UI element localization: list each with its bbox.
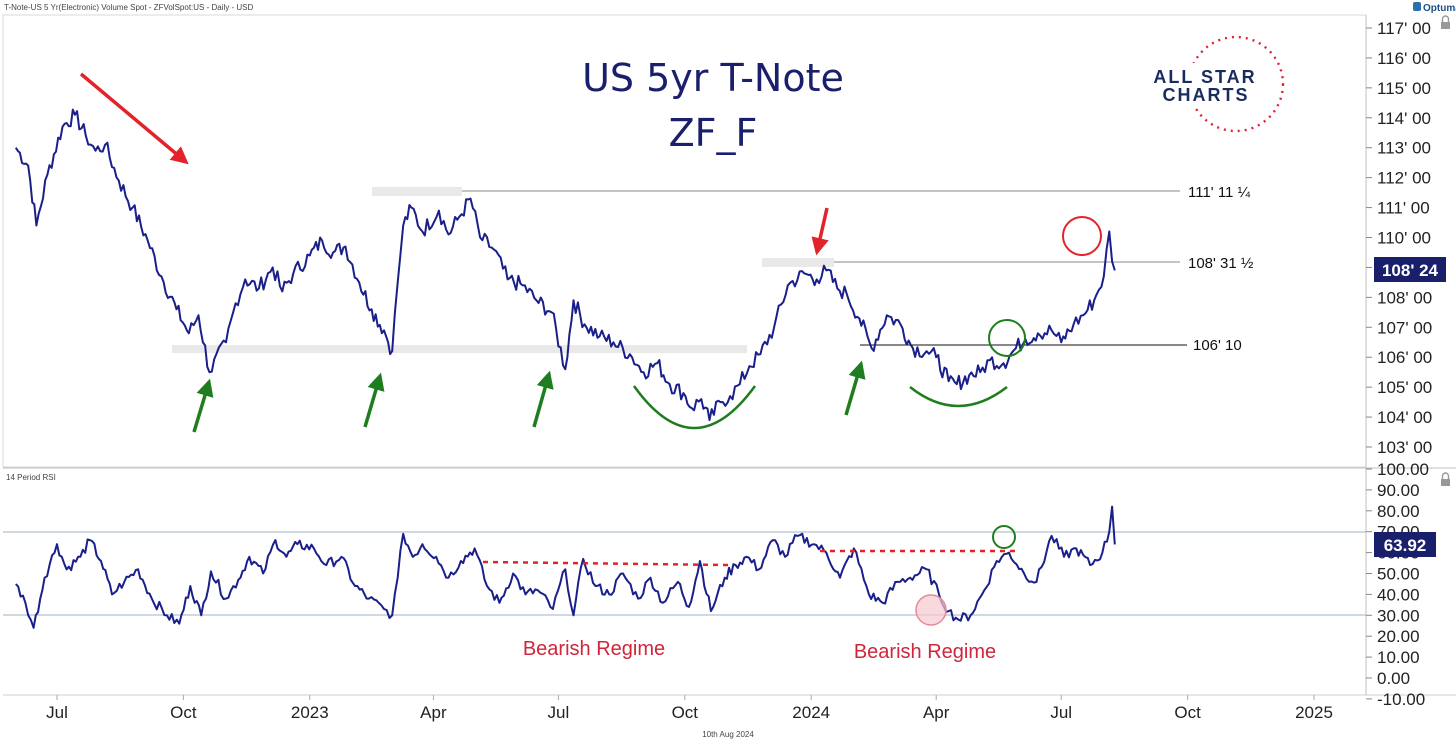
price-tick-label: 110' 00 bbox=[1377, 229, 1431, 248]
price-tick-label: 104' 00 bbox=[1377, 408, 1432, 427]
instrument-header: T-Note-US 5 Yr(Electronic) Volume Spot -… bbox=[4, 3, 253, 12]
support-zone-106 bbox=[172, 345, 747, 353]
level-label-106: 106' 10 bbox=[1193, 337, 1242, 354]
rsi-tick-label: 100.00 bbox=[1377, 460, 1429, 479]
price-tick-label: 113' 00 bbox=[1377, 139, 1431, 158]
x-tick-label: 2023 bbox=[291, 703, 329, 722]
downtrend-arrow bbox=[79, 72, 189, 165]
rsi-regime-line-1 bbox=[482, 560, 729, 567]
rsi-tick-label: 40.00 bbox=[1377, 585, 1420, 604]
footer-date: 10th Aug 2024 bbox=[702, 730, 754, 739]
breakout-circle bbox=[988, 319, 1026, 357]
x-axis: Jul Oct 2023 Apr Jul Oct 2024 Apr Jul Oct 2025 bbox=[46, 695, 1333, 722]
resistance-zone-109 bbox=[762, 258, 834, 267]
bearish-regime-label-2: Bearish Regime bbox=[854, 641, 996, 663]
rsi-tick-label: 50.00 bbox=[1377, 565, 1420, 584]
price-line bbox=[14, 108, 1116, 422]
price-series bbox=[14, 108, 1116, 422]
rsi-last-value-tag: 63.92 bbox=[1384, 536, 1427, 555]
price-tick-label: 103' 00 bbox=[1377, 438, 1432, 457]
price-tick-label: 114' 00 bbox=[1377, 109, 1431, 128]
rsi-last-value-tag-bg bbox=[1374, 532, 1436, 557]
price-tick-label: 111' 00 bbox=[1377, 199, 1430, 218]
level-label-109: 108' 31 ½ bbox=[1188, 255, 1254, 272]
logo-text-line2: CHARTS bbox=[1163, 85, 1250, 105]
x-tick-label: Apr bbox=[420, 703, 447, 722]
x-tick-label: Jul bbox=[1050, 703, 1072, 722]
rsi-tick-label: 10.00 bbox=[1377, 648, 1420, 667]
level-label-111: 111' 11 ¼ bbox=[1188, 184, 1251, 201]
rsi-panel-label: 14 Period RSI bbox=[6, 473, 56, 482]
allstarcharts-logo: ALL STAR CHARTS bbox=[1150, 35, 1285, 133]
chart-title-line1: US 5yr T-Note bbox=[582, 56, 844, 100]
x-tick-label: 2024 bbox=[792, 703, 830, 722]
optuma-logo-mark bbox=[1413, 2, 1421, 11]
support-arrow-4 bbox=[844, 360, 866, 416]
x-tick-label: 2025 bbox=[1295, 703, 1333, 722]
rounding-bottom-1 bbox=[632, 385, 757, 430]
lock-icon[interactable] bbox=[1441, 15, 1450, 29]
price-tick-label: 105' 00 bbox=[1377, 378, 1432, 397]
x-tick-label: Jul bbox=[548, 703, 570, 722]
logo-text-line1: ALL STAR bbox=[1153, 67, 1256, 87]
x-tick-label: Oct bbox=[170, 703, 197, 722]
support-arrow-2 bbox=[363, 372, 385, 428]
resistance-zone-111 bbox=[372, 187, 462, 196]
lock-icon[interactable] bbox=[1441, 472, 1450, 486]
optuma-brand: Optuma bbox=[1423, 3, 1456, 14]
rsi-tick-label: 30.00 bbox=[1377, 606, 1420, 625]
chart-title-line2: ZF_F bbox=[669, 111, 758, 155]
rounding-bottom-2 bbox=[909, 386, 1008, 408]
price-tick-label: 116' 00 bbox=[1377, 49, 1431, 68]
rsi-breakout-circle bbox=[992, 525, 1016, 549]
rsi-tick-label: 80.00 bbox=[1377, 502, 1420, 521]
rsi-series bbox=[15, 505, 1116, 629]
price-tick-label: 107' 00 bbox=[1377, 318, 1432, 337]
rsi-line bbox=[15, 505, 1116, 629]
rsi-y-axis: -10.000.0010.0020.0030.0040.0050.0060.00… bbox=[1366, 460, 1429, 709]
x-tick-label: Jul bbox=[46, 703, 68, 722]
spike-circle bbox=[1062, 216, 1102, 256]
price-last-value-tag-bg bbox=[1374, 257, 1446, 282]
price-tick-label: 117' 00 bbox=[1377, 19, 1431, 38]
price-y-axis: 103' 00 104' 00 105' 00 106' 00 107' 00 108' … bbox=[1366, 19, 1432, 457]
rsi-tick-label: -10.00 bbox=[1377, 690, 1425, 709]
price-tick-label: 106' 00 bbox=[1377, 348, 1432, 367]
rsi-oversold-circle bbox=[915, 594, 947, 626]
bearish-regime-label-1: Bearish Regime bbox=[523, 638, 665, 660]
logo-text-backdrop bbox=[1150, 63, 1260, 107]
rsi-tick-label: 90.00 bbox=[1377, 481, 1420, 500]
price-last-value-tag: 108' 24 bbox=[1382, 261, 1439, 280]
support-arrow-1 bbox=[192, 378, 214, 433]
rsi-tick-label: 0.00 bbox=[1377, 669, 1410, 688]
rsi-tick-label: 20.00 bbox=[1377, 627, 1420, 646]
price-tick-label: 112' 00 bbox=[1377, 169, 1431, 188]
x-tick-label: Oct bbox=[1174, 703, 1201, 722]
x-tick-label: Oct bbox=[672, 703, 699, 722]
x-tick-label: Apr bbox=[923, 703, 950, 722]
price-tick-label: 115' 00 bbox=[1377, 79, 1431, 98]
resistance-arrow bbox=[811, 207, 829, 256]
price-tick-label: 108' 00 bbox=[1377, 288, 1432, 307]
support-arrow-3 bbox=[532, 370, 554, 428]
